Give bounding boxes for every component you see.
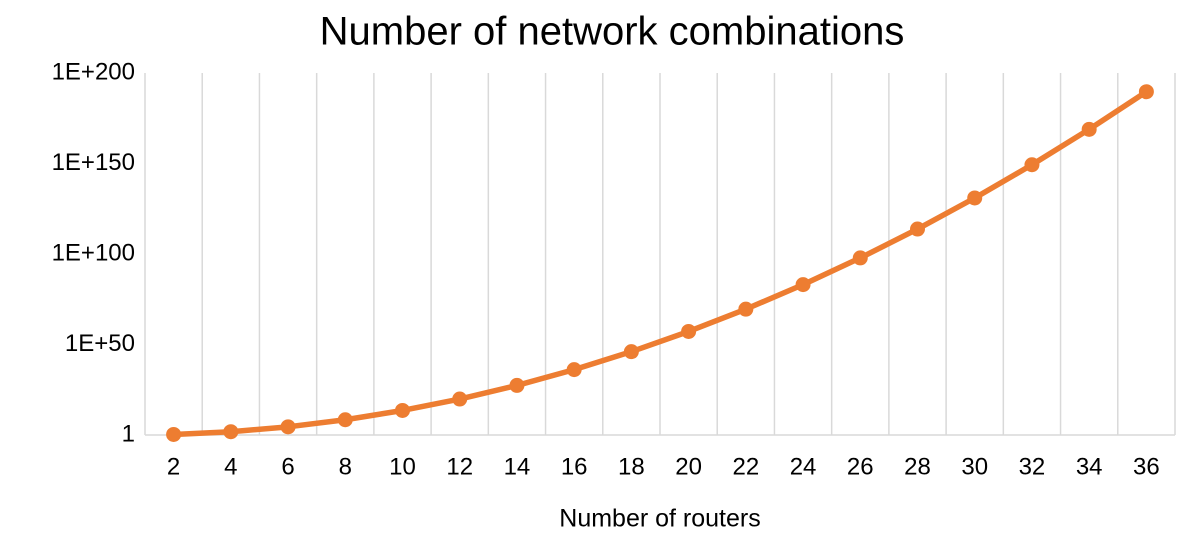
x-tick-label: 36 (1133, 453, 1160, 480)
x-tick-label: 28 (904, 453, 931, 480)
data-point (623, 344, 639, 360)
x-tick-label: 20 (675, 453, 702, 480)
x-tick-label: 4 (224, 453, 237, 480)
y-tick-label: 1 (122, 420, 135, 447)
data-point (280, 419, 296, 435)
x-tick-label: 30 (961, 453, 988, 480)
x-tick-label: 26 (847, 453, 874, 480)
x-axis-title: Number of routers (559, 505, 760, 533)
data-point (166, 426, 182, 442)
x-tick-label: 22 (732, 453, 759, 480)
x-tick-label: 10 (389, 453, 416, 480)
x-tick-label: 24 (790, 453, 817, 480)
chart-title: Number of network combinations (320, 10, 905, 54)
x-tick-label: 8 (339, 453, 352, 480)
data-point (852, 250, 868, 266)
data-point (566, 362, 582, 378)
x-tick-label: 6 (281, 453, 294, 480)
data-point (452, 391, 468, 407)
data-point (681, 323, 697, 339)
data-point (738, 301, 754, 317)
x-tick-label: 16 (561, 453, 588, 480)
x-tick-label: 2 (167, 453, 180, 480)
data-point (1081, 121, 1097, 137)
data-point (1138, 84, 1154, 100)
y-tick-label: 1E+50 (65, 330, 135, 357)
data-point (1024, 157, 1040, 173)
x-tick-label: 18 (618, 453, 645, 480)
y-tick-label: 1E+150 (52, 149, 135, 176)
series-line (173, 89, 1148, 438)
y-tick-label: 1E+100 (52, 239, 135, 266)
x-tick-label: 12 (446, 453, 473, 480)
data-point (910, 221, 925, 237)
x-tick-label: 14 (504, 453, 531, 480)
data-point (795, 277, 811, 293)
data-point (967, 190, 983, 206)
x-tick-label: 32 (1019, 453, 1046, 480)
data-point (509, 377, 525, 393)
data-point (223, 424, 239, 440)
data-point (395, 402, 410, 418)
data-point (337, 412, 353, 428)
x-tick-label: 34 (1076, 453, 1103, 480)
y-tick-label: 1E+200 (52, 58, 135, 85)
